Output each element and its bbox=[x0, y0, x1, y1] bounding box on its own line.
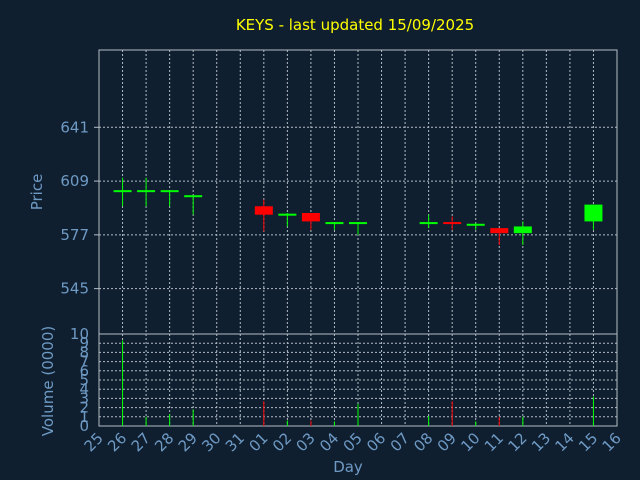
x-axis: 2526272829303101020304050607080910111213… bbox=[81, 429, 625, 455]
price-axis-title: Price bbox=[28, 174, 46, 211]
x-tick-label: 14 bbox=[552, 429, 578, 455]
volume-tick-label: 1 bbox=[79, 408, 89, 426]
x-tick-label: 05 bbox=[340, 429, 366, 455]
candle-body bbox=[301, 213, 320, 222]
candle-body bbox=[443, 222, 462, 225]
candle-body bbox=[278, 213, 297, 216]
volume-tick-label: 10 bbox=[70, 325, 89, 343]
price-panel: 545 577 609 641 bbox=[60, 49, 618, 335]
x-axis-title: Day bbox=[333, 458, 363, 476]
x-tick-label: 09 bbox=[434, 429, 460, 455]
candle-body bbox=[419, 222, 438, 225]
volume-tick-label: 6 bbox=[79, 362, 89, 380]
x-tick-label: 06 bbox=[363, 429, 389, 455]
x-tick-label: 29 bbox=[175, 429, 201, 455]
x-tick-label: 30 bbox=[198, 429, 224, 455]
chart-title: KEYS - last updated 15/09/2025 bbox=[236, 16, 474, 34]
volume-tick-label: 2 bbox=[79, 399, 89, 417]
price-tick-label: 609 bbox=[60, 172, 89, 190]
x-tick-label: 27 bbox=[128, 429, 154, 455]
volume-axis-title: Volume (0000) bbox=[39, 326, 57, 436]
candle-body bbox=[349, 222, 367, 225]
x-tick-label: 28 bbox=[151, 429, 177, 455]
candle-body bbox=[184, 195, 203, 198]
x-tick-label: 08 bbox=[410, 429, 436, 455]
volume-tick-label: 0 bbox=[79, 417, 89, 435]
x-tick-label: 26 bbox=[104, 429, 130, 455]
volume-tick-label: 9 bbox=[79, 334, 89, 352]
x-tick-label: 31 bbox=[222, 429, 248, 455]
candle-body bbox=[254, 206, 273, 215]
x-tick-label: 03 bbox=[293, 429, 319, 455]
volume-tick-label: 7 bbox=[79, 353, 89, 371]
volume-tick-label: 8 bbox=[79, 343, 89, 361]
volume-tick-label: 5 bbox=[79, 371, 89, 389]
x-tick-label: 10 bbox=[457, 429, 483, 455]
x-tick-label: 04 bbox=[316, 429, 342, 455]
candle-body bbox=[113, 190, 132, 193]
candle-body bbox=[490, 228, 509, 234]
candle-body bbox=[466, 223, 485, 226]
price-tick-label: 545 bbox=[60, 280, 89, 298]
x-tick-label: 12 bbox=[504, 429, 530, 455]
x-tick-label: 13 bbox=[528, 429, 554, 455]
x-tick-label: 15 bbox=[575, 429, 601, 455]
x-tick-label: 02 bbox=[269, 429, 295, 455]
x-tick-label: 16 bbox=[599, 429, 625, 455]
x-tick-label: 07 bbox=[387, 429, 413, 455]
candle-body bbox=[160, 190, 179, 193]
volume-tick-label: 4 bbox=[79, 380, 89, 398]
price-tick-label: 641 bbox=[60, 118, 89, 136]
candle-body bbox=[325, 222, 344, 225]
volume-tick-label: 3 bbox=[79, 389, 89, 407]
x-tick-label: 11 bbox=[481, 429, 507, 455]
x-tick-label: 01 bbox=[245, 429, 271, 455]
candle-body bbox=[513, 226, 532, 234]
price-tick-label: 577 bbox=[60, 226, 89, 244]
candle-body bbox=[137, 190, 156, 193]
candle-body bbox=[584, 204, 603, 222]
